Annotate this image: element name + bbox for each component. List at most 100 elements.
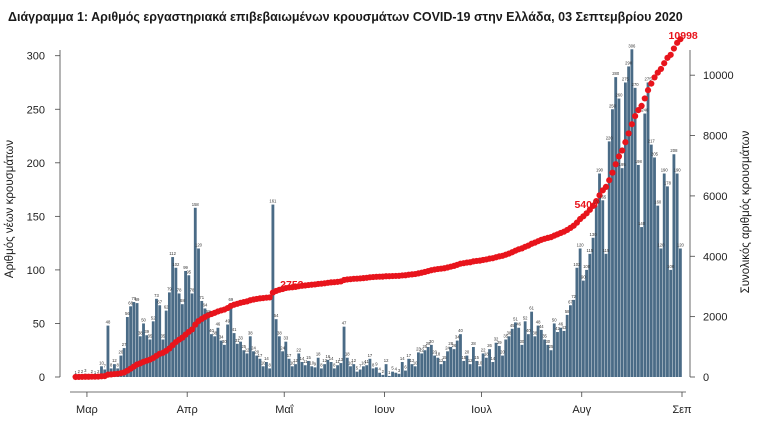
bar [303,365,307,377]
cumulative-point [609,169,616,176]
bar [125,317,129,377]
bar-value-label: 160 [593,200,601,205]
bar [666,186,669,377]
bar [294,364,297,377]
bar [636,164,640,377]
bar-value-label: 8 [110,362,113,367]
y-tick-label: 50 [33,318,45,330]
bar-value-label: 54 [274,313,279,318]
cumulative-point [622,139,629,146]
bar-value-label: 6 [404,365,407,370]
bar [106,325,110,377]
bar-value-label: 24 [251,345,256,350]
bar [391,371,394,377]
bar [617,98,621,378]
cumulative-point [612,161,619,168]
bar-value-label: 22 [481,347,486,352]
bar-value-label: 14 [400,356,405,361]
bar [248,336,252,377]
annotations-layer: 1 2 2 3 2 1 2107488128202756667069385039355273… [74,30,697,375]
bar-value-label: 51 [513,316,518,321]
bar-value-label: 14 [300,356,305,361]
bar [565,314,569,377]
bar-value-label: 28 [471,341,476,346]
bar [481,353,485,377]
y-tick-label: 300 [27,51,45,63]
y2-tick-label: 4000 [703,251,727,263]
bar-value-label: 20 [500,350,505,355]
bar-value-label: 38 [277,330,282,335]
bar-value-label: 306 [628,43,636,48]
bar [397,373,401,377]
bar [323,364,327,377]
bar-value-label: 18 [316,352,321,357]
bar-value-label: 11 [335,359,340,364]
bar [475,360,479,377]
bar-value-label: 217 [648,139,656,144]
bar [239,341,242,377]
bar-value-label: 5 [391,366,394,371]
bar-value-label: 34 [455,335,460,340]
bar [672,154,676,377]
bar [287,358,291,377]
bar-value-label: 22 [419,347,424,352]
cumulative-point [266,294,273,301]
cumulative-point [593,197,600,205]
bar-value-label: 62 [164,305,169,310]
bar-value-label: 15 [461,355,466,360]
bar-value-label: 120 [195,242,203,247]
bar-value-label: 4 [378,367,381,372]
bar [581,280,585,377]
bar-value-label: 2 [81,369,84,374]
bar [549,350,553,377]
bar-value-label: 205 [651,151,659,156]
bar [530,311,534,377]
cumulative-point [641,95,648,102]
bar-value-label: 17 [406,353,411,358]
bar [167,292,171,377]
bar [129,306,133,377]
bar-value-label: 220 [606,135,614,140]
bar-value-label: 41 [232,327,237,332]
bar [132,302,136,377]
bar [145,335,149,377]
bar-value-label: 270 [632,82,640,87]
bar [307,360,310,377]
cumulative-point [644,87,652,94]
bar [229,303,233,377]
bar [423,350,427,377]
bar [200,300,204,377]
bar-value-label: 10 [290,360,295,365]
bar [232,333,236,377]
bar-value-label: 7 [359,364,362,369]
bar-value-label: 30 [429,339,434,344]
bar-value-label: 22 [296,347,301,352]
bar-value-label: 18 [345,352,350,357]
bar [559,327,563,377]
chart-title: Διάγραμμα 1: Αριθμός εργαστηριακά επιβεβ… [8,10,683,24]
bar-value-label: 16 [326,354,331,359]
bar-value-label: 30 [520,339,525,344]
bar-value-label: 39 [144,329,149,334]
bar [536,325,540,377]
bar-value-label: 115 [586,248,593,253]
bar-value-label: 25 [549,344,554,349]
bar-value-label: 10 [413,360,418,365]
bar-value-label: 9 [314,361,317,366]
bar [326,359,330,377]
bar-value-label: 23 [416,346,421,351]
bar-value-label: 12 [384,358,389,363]
bar-value-label: 280 [612,71,620,76]
bar-value-label: 12 [351,358,356,363]
bar [235,343,239,377]
bar-value-label: 42 [555,326,560,331]
bar-value-label: 208 [670,148,678,153]
bar [362,366,365,377]
bar [662,173,666,377]
bar [277,336,281,377]
bar [216,327,220,377]
bar-value-label: 13 [338,357,343,362]
bar [158,305,162,377]
cumulative-point [661,60,668,67]
bar-value-label: 43 [562,325,567,330]
